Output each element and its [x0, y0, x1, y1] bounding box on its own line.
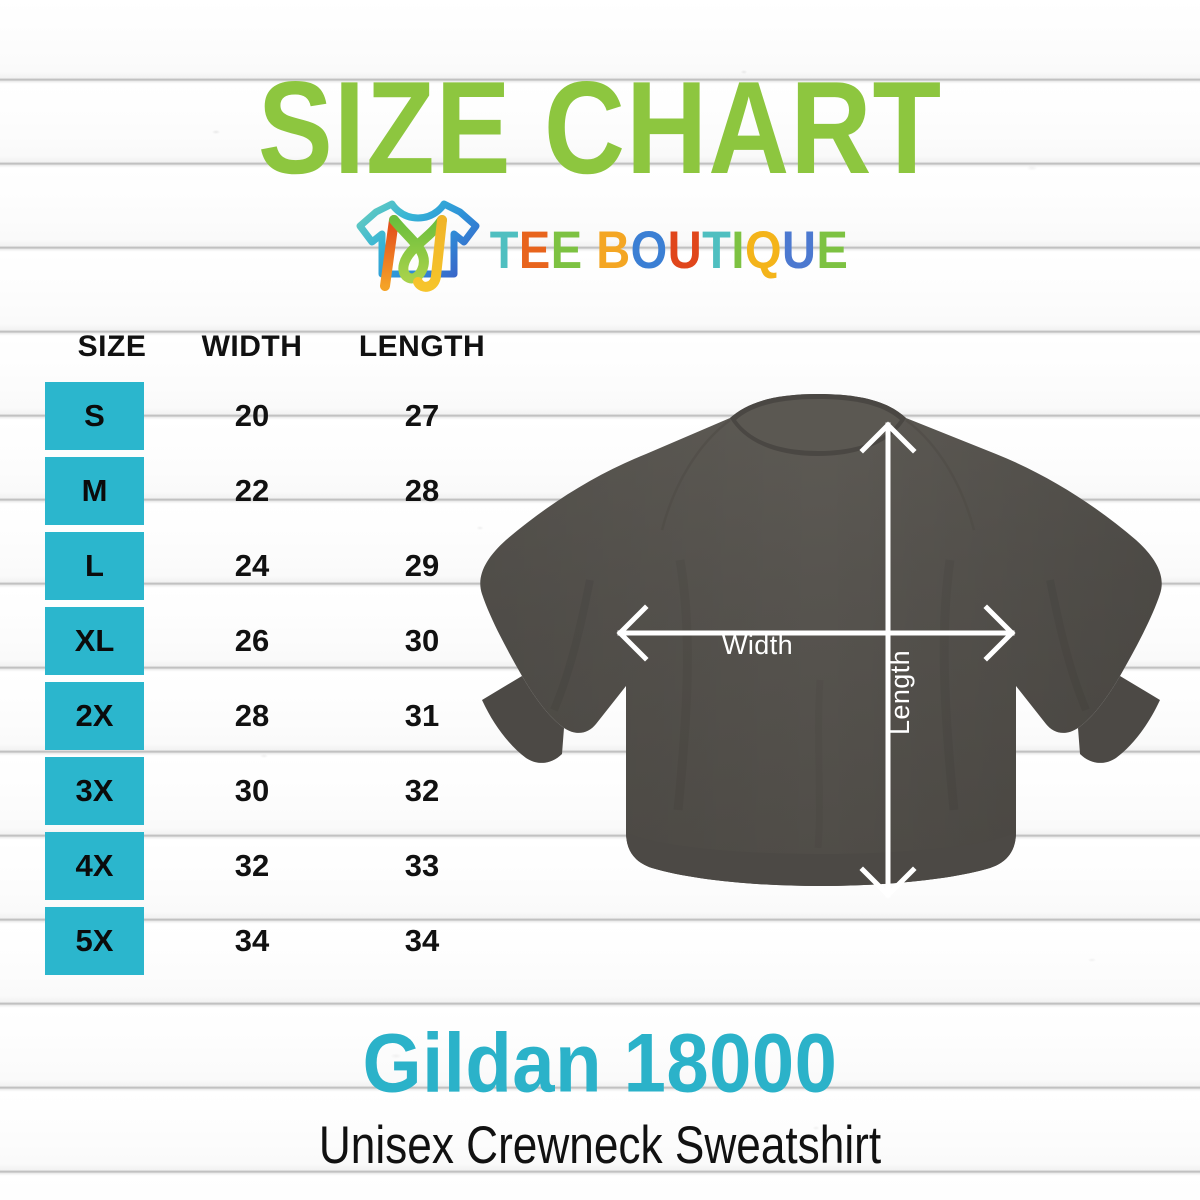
table-row: 3X 30 32: [42, 757, 512, 832]
table-header-row: SIZE WIDTH LENGTH: [42, 330, 512, 372]
width-cell: 34: [234, 923, 270, 958]
sweatshirt-shape: [480, 394, 1162, 886]
column-header-width: WIDTH: [201, 330, 303, 363]
length-cell: 29: [404, 548, 440, 583]
length-arrow: [859, 421, 917, 899]
tshirt-monogram-logo-icon: [356, 200, 480, 292]
column-header-length: LENGTH: [358, 330, 486, 363]
length-cell: 34: [404, 923, 440, 958]
width-arrow: [616, 604, 1016, 662]
garment-illustration: Width Length: [430, 380, 1200, 960]
page-title: SIZE CHART: [257, 53, 943, 202]
brand-letter: U: [667, 219, 703, 279]
width-dimension-label: Width: [722, 630, 794, 660]
brand-letter: U: [782, 219, 817, 279]
size-cell: 4X: [45, 832, 144, 900]
length-dimension-label: Length: [885, 650, 915, 735]
brand-logo-row: TEE BOUTIQUE: [0, 186, 1200, 298]
measurement-arrows: [616, 421, 1016, 899]
brand-letter: Q: [744, 219, 782, 279]
table-row: 2X 28 31: [42, 682, 512, 757]
brand-letter: T: [489, 219, 519, 279]
length-cell: 33: [404, 848, 440, 883]
brand-letter: T: [702, 219, 732, 279]
width-cell: 26: [234, 623, 270, 658]
brand-letter-space: [583, 223, 597, 276]
brand-letter: E: [816, 219, 849, 279]
table-body: S 20 27 M 22 28 L 24 29 XL 26 30 2X: [42, 382, 512, 982]
size-cell: 5X: [45, 907, 144, 975]
table-row: S 20 27: [42, 382, 512, 457]
brand-wordmark: TEE BOUTIQUE: [490, 223, 849, 276]
width-cell: 28: [234, 698, 270, 733]
size-cell: 2X: [45, 682, 144, 750]
product-description: Unisex Crewneck Sweatshirt: [318, 1114, 882, 1174]
brand-letter: B: [596, 219, 631, 279]
table-row: L 24 29: [42, 532, 512, 607]
column-header-size: SIZE: [77, 330, 147, 363]
brand-letter: E: [518, 219, 551, 279]
size-cell: L: [45, 532, 144, 600]
table-row: 5X 34 34: [42, 907, 512, 982]
product-code: Gildan 18000: [362, 1016, 838, 1110]
table-row: 4X 32 33: [42, 832, 512, 907]
brand-letter: E: [550, 219, 583, 279]
width-cell: 22: [234, 473, 270, 508]
size-cell: XL: [45, 607, 144, 675]
table-row: M 22 28: [42, 457, 512, 532]
length-cell: 30: [404, 623, 440, 658]
brand-letter: O: [630, 219, 668, 279]
length-cell: 28: [404, 473, 440, 508]
size-cell: S: [45, 382, 144, 450]
width-cell: 32: [234, 848, 270, 883]
length-cell: 32: [404, 773, 440, 808]
length-cell: 27: [404, 398, 440, 433]
size-table: SIZE WIDTH LENGTH S 20 27 M 22 28 L 24 2…: [42, 330, 512, 982]
width-cell: 30: [234, 773, 270, 808]
size-cell: 3X: [45, 757, 144, 825]
width-cell: 24: [234, 548, 270, 583]
size-cell: M: [45, 457, 144, 525]
width-cell: 20: [234, 398, 270, 433]
table-row: XL 26 30: [42, 607, 512, 682]
brand-letter: I: [731, 219, 745, 279]
length-cell: 31: [404, 698, 440, 733]
